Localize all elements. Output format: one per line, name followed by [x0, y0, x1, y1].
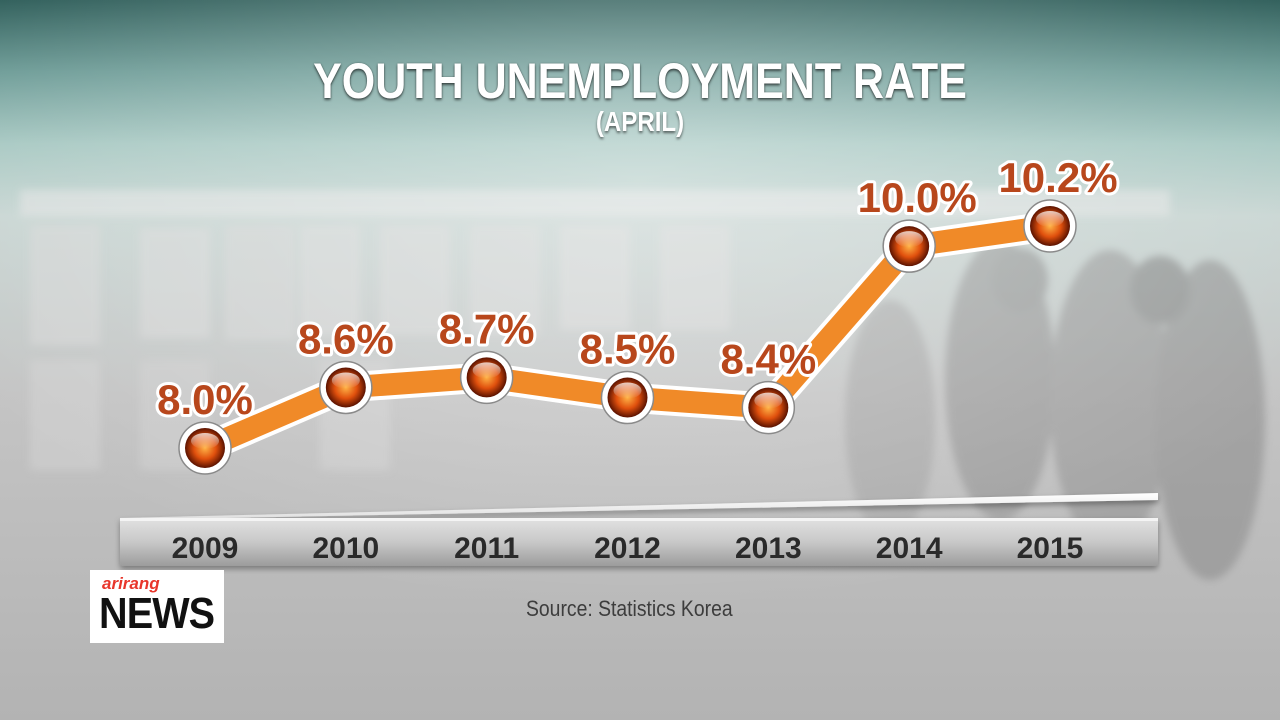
- logo-brand: arirang: [102, 574, 160, 593]
- x-tick-label: 2015: [1017, 532, 1084, 565]
- x-axis-bar: [120, 493, 1158, 566]
- plot-area: 8.0% 8.6% 8.7% 8.5% 8.4% 10.0% 10.2%: [154, 151, 1121, 475]
- data-point: [741, 380, 796, 435]
- x-tick-label: 2011: [454, 532, 519, 565]
- x-tick-label: 2013: [735, 532, 802, 565]
- x-tick-label: 2014: [876, 532, 943, 565]
- data-label: 8.7%: [439, 305, 535, 352]
- data-label: 10.2%: [998, 154, 1117, 201]
- data-point: [319, 360, 373, 415]
- data-label: 10.0%: [858, 174, 977, 221]
- x-tick-label: 2010: [312, 532, 379, 565]
- data-label: 8.5%: [580, 326, 676, 373]
- x-tick-label: 2009: [172, 532, 239, 565]
- x-axis-ticks: 2009 2010 2011 2012 2013 2014 2015: [172, 532, 1084, 565]
- source-note: Source: Statistics Korea: [526, 596, 733, 621]
- logo-news: NEWS: [99, 589, 215, 638]
- arirang-news-logo: arirang NEWS: [90, 570, 224, 643]
- data-label: 8.6%: [298, 315, 394, 362]
- chart-subtitle: (APRIL): [595, 106, 685, 137]
- x-tick-label: 2012: [594, 532, 661, 565]
- data-point: [178, 421, 232, 475]
- data-label: 8.4%: [720, 336, 816, 383]
- data-label: 8.0%: [157, 376, 253, 423]
- data-point: [1023, 199, 1077, 253]
- data-point: [459, 350, 514, 405]
- data-point: [882, 219, 936, 273]
- data-point: [600, 370, 655, 425]
- chart-title: YOUTH UNEMPLOYMENT RATE: [313, 53, 967, 109]
